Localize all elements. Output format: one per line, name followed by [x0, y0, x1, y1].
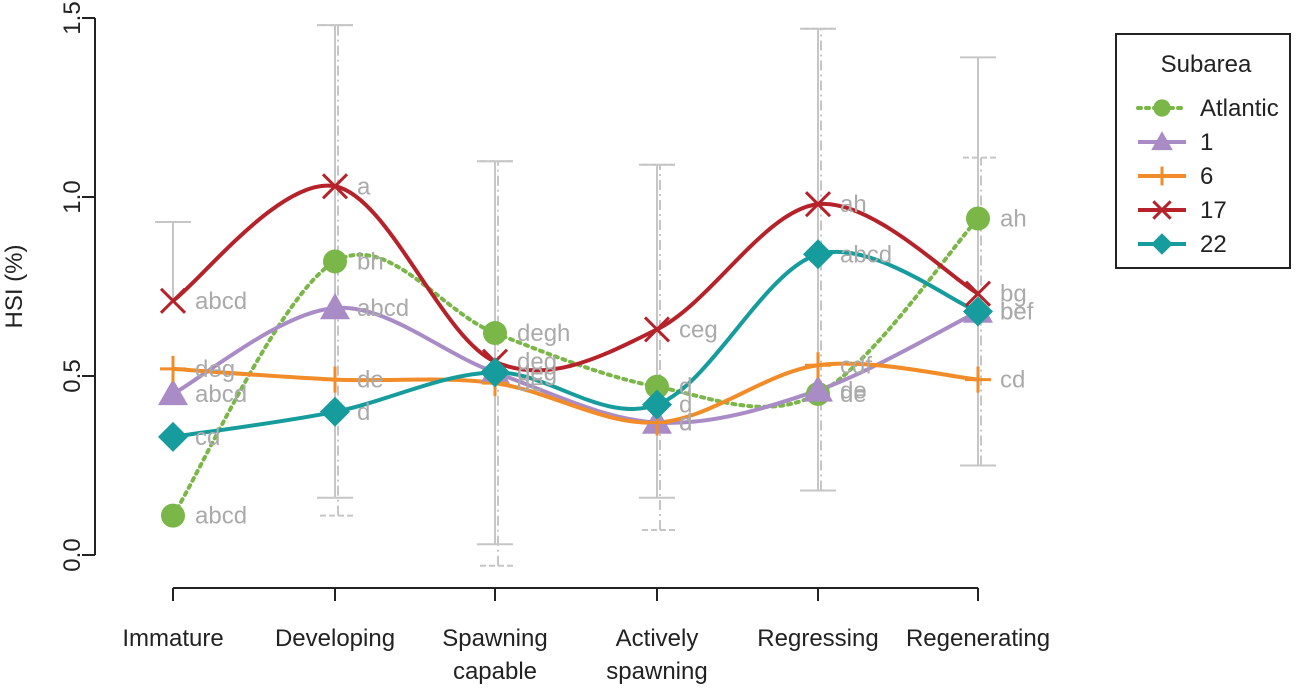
- group-label-17: deg: [517, 349, 557, 376]
- error-bars: [155, 24, 999, 567]
- data-point-atlantic: [323, 249, 347, 274]
- axes: 0.0 0.5 1.0 1.5 HSI (%) Immature Developing Spa…: [1, 1, 1050, 685]
- legend-label-17: 17: [1200, 197, 1227, 224]
- legend-label-6: 6: [1200, 163, 1213, 190]
- group-label-1: be: [1000, 299, 1027, 326]
- group-label-6: d: [679, 410, 692, 437]
- group-label-1: d: [679, 410, 692, 437]
- data-point-17: [804, 191, 832, 218]
- x-tick-label-spawning-capable: Spawning: [442, 625, 547, 652]
- group-label-atlantic: d: [679, 374, 692, 401]
- legend-marker-17: [1152, 200, 1172, 220]
- series-line-atlantic: [171, 216, 980, 518]
- x-tick-label-actively-spawning: spawning: [606, 658, 707, 685]
- legend-title: Subarea: [1161, 51, 1252, 78]
- data-point-1: [158, 378, 188, 406]
- group-label-6: de: [517, 370, 544, 397]
- group-label-1: de: [840, 377, 867, 404]
- series-line-1: [172, 305, 979, 425]
- series-line-22: [172, 250, 979, 439]
- legend-marker-22: [1151, 233, 1173, 255]
- group-label-1: deg: [517, 359, 557, 386]
- data-point-17: [643, 316, 671, 343]
- x-tick-label-spawning-capable: capable: [453, 658, 537, 685]
- y-tick-label: 0.5: [59, 359, 86, 392]
- group-label-6: cdf: [840, 352, 872, 379]
- group-label-22: d: [357, 399, 370, 426]
- data-point-6: [965, 366, 991, 393]
- group-label-17: ceg: [679, 316, 718, 343]
- group-label-22: abcd: [840, 241, 892, 268]
- data-point-6: [160, 355, 186, 382]
- data-point-22: [480, 357, 510, 388]
- series-line-6: [172, 361, 979, 425]
- group-label-atlantic: bh: [357, 248, 384, 275]
- legend: Subarea Atlantic 1 6 17 22: [1115, 33, 1291, 269]
- y-tick-label: 0.0: [59, 538, 86, 571]
- group-label-6: cd: [1000, 367, 1025, 394]
- legend-box: [1115, 33, 1291, 269]
- data-point-22: [963, 296, 993, 327]
- series-markers: [158, 173, 993, 528]
- group-label-22: deg: [517, 359, 557, 386]
- legend-marker-6: [1152, 166, 1172, 186]
- legend-marker-atlantic: [1153, 99, 1171, 117]
- data-point-17: [321, 173, 349, 200]
- data-point-22: [803, 239, 833, 270]
- data-point-1: [803, 375, 833, 402]
- group-label-1: abcd: [357, 295, 409, 322]
- group-label-atlantic: degh: [517, 320, 570, 347]
- data-point-6: [322, 366, 348, 393]
- y-tick-label: 1.5: [59, 1, 86, 34]
- data-point-atlantic: [966, 206, 990, 231]
- y-axis-title: HSI (%): [1, 245, 28, 329]
- x-tick-label-regressing: Regressing: [757, 625, 878, 652]
- series-line-17: [171, 183, 979, 373]
- legend-label-atlantic: Atlantic: [1200, 95, 1279, 122]
- group-label-atlantic: ah: [1000, 205, 1027, 232]
- legend-label-1: 1: [1200, 129, 1213, 156]
- data-point-22: [642, 389, 672, 420]
- legend-label-22: 22: [1200, 231, 1227, 258]
- group-label-atlantic: abcd: [195, 503, 247, 530]
- x-tick-label-developing: Developing: [275, 625, 395, 652]
- series-lines: [171, 183, 980, 518]
- x-tick-label-actively-spawning: Actively: [616, 625, 699, 652]
- data-point-22: [320, 396, 350, 427]
- group-label-22: bef: [1000, 299, 1034, 326]
- data-point-22: [158, 421, 188, 452]
- group-label-1: abcd: [195, 381, 247, 408]
- group-label-17: bg: [1000, 281, 1027, 308]
- group-label-22: d: [679, 392, 692, 419]
- group-label-17: a: [357, 173, 371, 200]
- x-tick-label-regenerating: Regenerating: [906, 625, 1050, 652]
- group-label-22: cd: [195, 424, 220, 451]
- x-tick-label-immature: Immature: [122, 625, 223, 652]
- group-label-17: ah: [840, 191, 867, 218]
- data-point-atlantic: [645, 374, 669, 399]
- legend-marker-1: [1151, 131, 1173, 151]
- data-point-17: [159, 287, 187, 314]
- data-point-1: [320, 292, 350, 320]
- y-tick-label: 1.0: [59, 180, 86, 213]
- data-point-17: [964, 280, 992, 307]
- group-label-6: deg: [195, 356, 235, 383]
- group-label-6: de: [357, 367, 384, 394]
- data-point-atlantic: [483, 321, 507, 346]
- group-label-atlantic: de: [840, 381, 867, 408]
- data-point-atlantic: [161, 503, 185, 528]
- data-point-6: [805, 352, 831, 379]
- group-label-17: abcd: [195, 288, 247, 315]
